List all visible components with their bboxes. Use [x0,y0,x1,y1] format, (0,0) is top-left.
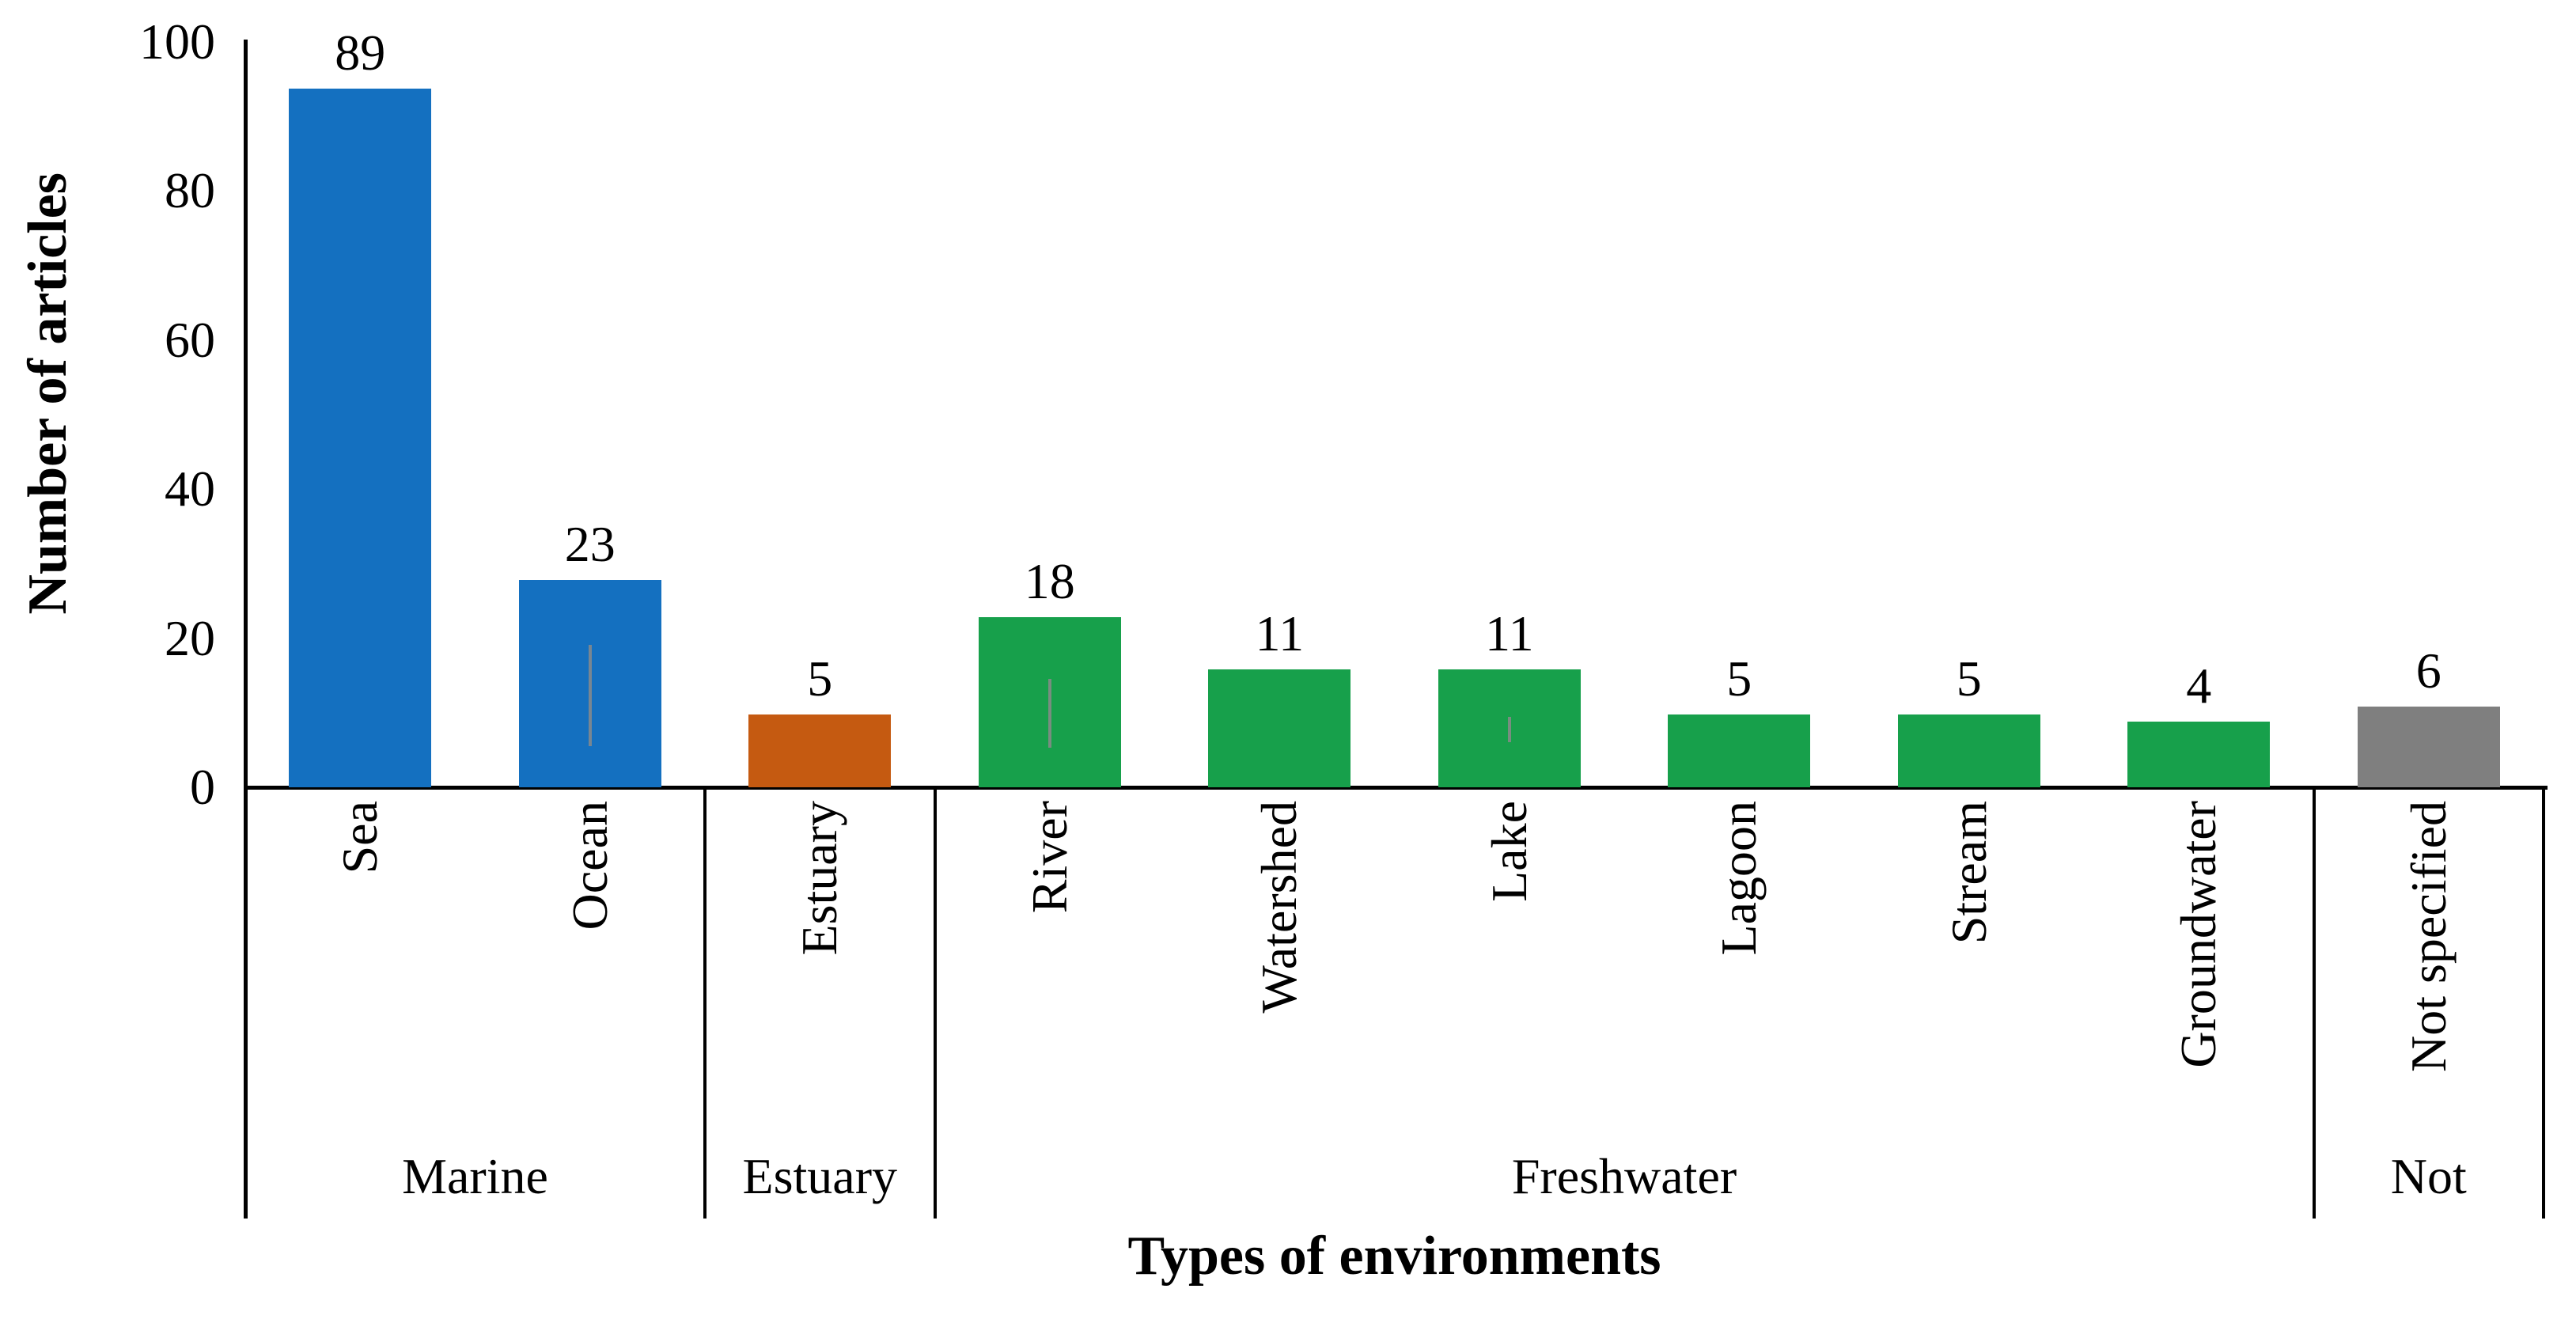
group-separator-line [703,787,707,1219]
bar-lagoon [1668,714,1811,787]
y-tick-label: 80 [165,162,215,219]
bar-value-label: 89 [335,24,386,81]
x-axis-title: Types of environments [1127,1226,1661,1287]
category-label: Lagoon [1710,801,1767,956]
group-label-estuary: Estuary [742,1148,898,1204]
error-bar-remnant [1507,716,1511,743]
bar-sea [289,88,432,787]
y-tick-label: 60 [165,311,215,368]
group-separator-line [2312,787,2316,1219]
bar-not-specified [2357,707,2500,787]
bar-estuary [748,714,892,787]
group-separator-line [244,787,247,1219]
category-label: Not specified [2400,801,2457,1072]
y-tick-label: 20 [165,609,215,666]
category-label: Lake [1480,801,1537,902]
category-label: River [1021,801,1078,914]
bar-value-label: 5 [1726,650,1752,707]
error-bar-remnant [588,645,592,747]
bar-value-label: 6 [2415,642,2442,699]
category-label: Groundwater [2170,801,2227,1068]
bar-value-label: 11 [1484,605,1534,662]
bar-value-label: 4 [2186,658,2212,714]
bar-value-label: 5 [1956,650,1982,707]
error-bar-remnant [1047,679,1051,749]
bar-value-label: 11 [1255,605,1305,662]
y-tick-label: 100 [139,13,215,70]
x-axis-line [244,786,2548,790]
group-label-not: Not [2390,1148,2467,1204]
bar-value-label: 5 [807,650,833,707]
group-label-marine: Marine [402,1148,548,1204]
y-axis-title: Number of articles [17,172,78,615]
group-separator-line [933,787,937,1219]
y-axis-line [244,40,248,1219]
category-label: Watershed [1251,801,1308,1014]
category-label: Ocean [561,801,618,931]
category-label: Stream [1940,801,1997,945]
bar-groundwater [2127,722,2271,787]
bar-value-label: 18 [1024,553,1075,610]
bar-watershed [1208,669,1351,787]
group-separator-line [2542,787,2545,1219]
y-tick-label: 0 [190,759,215,815]
y-tick-label: 40 [165,461,215,517]
category-label: Sea [331,801,388,874]
bar-stream [1897,714,2040,787]
category-label: Estuary [791,801,848,956]
group-label-freshwater: Freshwater [1511,1148,1737,1204]
bar-value-label: 23 [564,516,616,573]
